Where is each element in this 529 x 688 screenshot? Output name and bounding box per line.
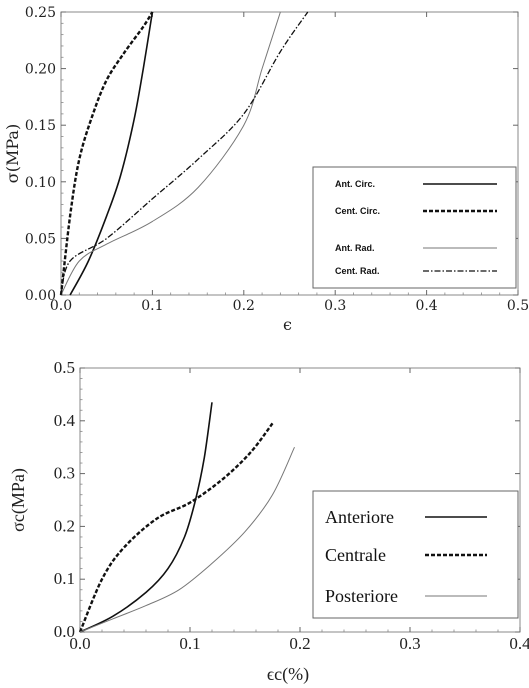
series-line-4 — [60, 11, 309, 296]
legend-label: Posteriore — [325, 586, 398, 606]
y-tick-label: 0.0 — [54, 622, 75, 641]
y-axis-label: σc(MPa) — [8, 468, 29, 532]
x-tick-label: 0.4 — [509, 634, 529, 653]
y-axis-label: σ(MPa) — [3, 124, 22, 183]
x-tick-label: 0.3 — [399, 634, 420, 653]
series-line-3 — [79, 446, 295, 633]
y-tick-label: 0.4 — [54, 411, 76, 430]
x-tick-label: 0.2 — [233, 298, 255, 314]
series-line-2 — [59, 11, 154, 296]
plot-frame — [60, 11, 519, 296]
x-tick-label: 0.5 — [507, 298, 529, 314]
legend-label: Anteriore — [325, 507, 394, 527]
y-tick-label: 0.25 — [25, 5, 56, 21]
legend-box — [312, 490, 519, 619]
x-tick-label: 0.0 — [69, 634, 90, 653]
legend-label: Cent. Rad. — [335, 266, 380, 276]
x-tick-label: 0.4 — [415, 298, 437, 314]
y-tick-label: 0.05 — [25, 231, 56, 247]
x-tick-label: 0.1 — [179, 634, 200, 653]
series-line-1 — [69, 11, 154, 296]
legend-label: Ant. Rad. — [335, 243, 375, 253]
legend-label: Cent. Circ. — [335, 206, 380, 216]
legend-label: Centrale — [325, 545, 386, 565]
legend-box — [312, 166, 517, 289]
y-tick-label: 0.5 — [54, 358, 75, 377]
plot-top: 0.0 0.1 0.2 0.3 0.4 0.5 0.00 0.05 0.10 0.15 0.20 0.… — [3, 5, 529, 334]
series-line-2 — [78, 422, 274, 633]
x-tick-label: 0.2 — [289, 634, 310, 653]
plot-bottom: 0.0 0.1 0.2 0.3 0.4 0.0 0.1 0.2 0.3 0.4 0.5 ϵc(%) σc… — [8, 358, 529, 685]
x-tick-label: 0.0 — [50, 298, 72, 314]
x-tick-label: 0.3 — [324, 298, 346, 314]
legend-label: Ant. Circ. — [335, 179, 375, 189]
y-tick-label: 0.20 — [25, 62, 56, 78]
y-tick-label: 0.1 — [54, 569, 75, 588]
x-axis-label: ϵ — [283, 315, 292, 334]
y-tick-label: 0.00 — [25, 288, 56, 304]
series-line-1 — [79, 402, 213, 633]
y-tick-label: 0.10 — [25, 175, 56, 191]
x-axis-label: ϵc(%) — [267, 664, 309, 685]
y-tick-label: 0.2 — [54, 516, 75, 535]
x-tick-label: 0.1 — [141, 298, 163, 314]
y-tick-label: 0.3 — [54, 464, 75, 483]
series-line-3 — [60, 11, 281, 296]
y-tick-label: 0.15 — [25, 118, 56, 134]
